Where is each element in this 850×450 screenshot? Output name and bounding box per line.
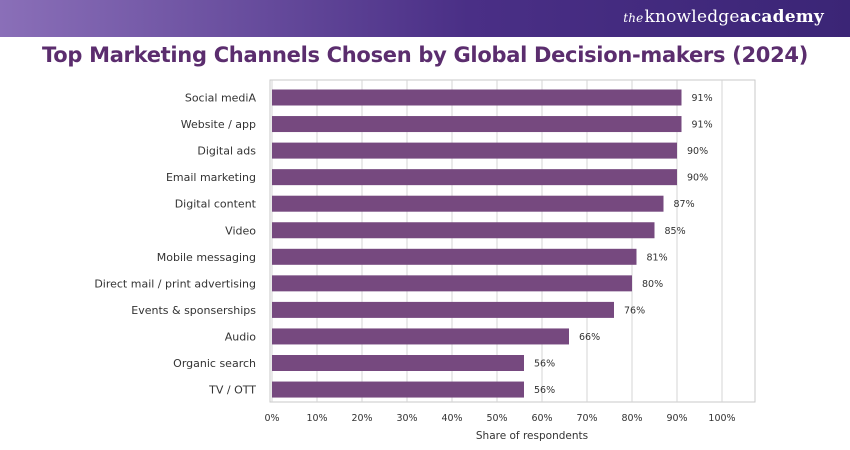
category-label: Direct mail / print advertising <box>94 277 256 290</box>
data-label: 85% <box>665 226 686 237</box>
plot-frame <box>269 79 756 403</box>
data-label: 56% <box>534 359 555 370</box>
category-label: Website / app <box>181 118 256 131</box>
brand-logo: theknowledgeacademy <box>623 7 824 27</box>
data-label: 90% <box>687 146 708 157</box>
chart-title: Top Marketing Channels Chosen by Global … <box>41 43 808 67</box>
category-label: Social mediA <box>185 92 257 105</box>
brand-academy: academy <box>739 7 824 27</box>
header-bar: theknowledgeacademy <box>0 0 850 37</box>
category-label: Digital content <box>175 198 257 211</box>
data-label: 81% <box>647 252 668 263</box>
category-label: Email marketing <box>166 171 256 184</box>
bar <box>272 89 682 106</box>
x-tick-label: 60% <box>531 413 552 424</box>
data-label: 76% <box>624 305 645 316</box>
bar <box>272 328 569 345</box>
data-label: 91% <box>692 93 713 104</box>
bar <box>272 275 632 292</box>
bar <box>272 142 677 159</box>
x-axis-title: Share of respondents <box>476 430 588 442</box>
category-label: Audio <box>225 330 257 343</box>
data-label: 56% <box>534 385 555 396</box>
bar <box>272 301 614 318</box>
bar <box>272 248 637 265</box>
bar <box>272 169 677 186</box>
data-label: 91% <box>692 120 713 131</box>
brand-the: the <box>623 11 644 25</box>
x-tick-label: 70% <box>576 413 597 424</box>
x-tick-label: 20% <box>351 413 372 424</box>
x-tick-label: 0% <box>264 413 279 424</box>
x-tick-label: 50% <box>486 413 507 424</box>
category-label: Digital ads <box>197 145 256 158</box>
x-tick-label: 90% <box>666 413 687 424</box>
category-label: Mobile messaging <box>157 251 256 264</box>
category-label: Events & sponserships <box>131 304 256 317</box>
bar <box>272 222 655 239</box>
x-tick-label: 80% <box>621 413 642 424</box>
x-tick-label: 40% <box>441 413 462 424</box>
data-label: 80% <box>642 279 663 290</box>
x-tick-label: 100% <box>708 413 735 424</box>
data-label: 66% <box>579 332 600 343</box>
category-label: TV / OTT <box>208 384 256 397</box>
brand-knowledge: knowledge <box>644 7 740 27</box>
data-label: 87% <box>674 199 695 210</box>
bar <box>272 381 524 398</box>
bar <box>272 116 682 133</box>
x-tick-label: 30% <box>396 413 417 424</box>
data-label: 90% <box>687 173 708 184</box>
x-tick-label: 10% <box>306 413 327 424</box>
bar <box>272 195 664 212</box>
category-label: Organic search <box>173 357 256 370</box>
category-label: Video <box>225 224 256 237</box>
bar <box>272 355 524 371</box>
